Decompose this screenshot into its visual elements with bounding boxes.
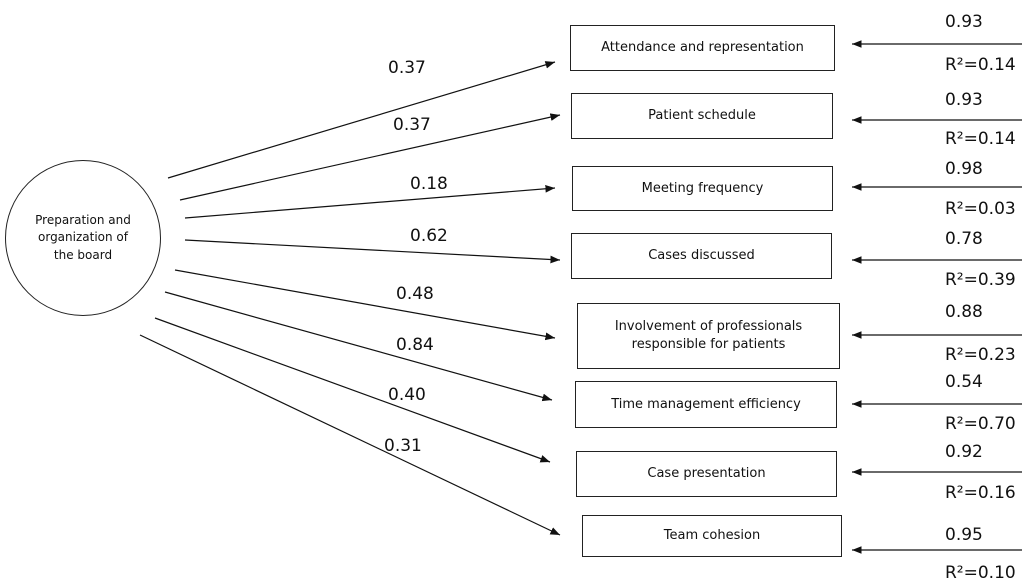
r2-label: R²=0.16	[945, 483, 1016, 503]
loading-arrow	[184, 239, 561, 264]
loading-label: 0.37	[388, 58, 426, 78]
indicator-box: Team cohesion	[582, 515, 842, 557]
error-label: 0.98	[945, 159, 983, 179]
error-label: 0.54	[945, 372, 983, 392]
r2-label: R²=0.70	[945, 414, 1016, 434]
loading-label: 0.40	[388, 385, 426, 405]
loading-label: 0.62	[410, 226, 448, 246]
loading-label: 0.37	[393, 115, 431, 135]
error-label: 0.95	[945, 525, 983, 545]
r2-label: R²=0.23	[945, 345, 1016, 365]
r2-label: R²=0.14	[945, 55, 1016, 75]
loading-arrow	[164, 291, 553, 402]
loading-arrow	[139, 334, 561, 536]
error-label: 0.93	[945, 90, 983, 110]
r2-label: R²=0.39	[945, 270, 1016, 290]
indicator-box: Cases discussed	[571, 233, 832, 279]
error-label: 0.93	[945, 12, 983, 32]
loading-arrow	[174, 269, 556, 341]
indicator-box: Meeting frequency	[572, 166, 833, 211]
loading-label: 0.31	[384, 436, 422, 456]
error-label: 0.88	[945, 302, 983, 322]
indicator-box: Involvement of professionals responsible…	[577, 303, 840, 369]
loading-label: 0.84	[396, 335, 434, 355]
error-label: 0.78	[945, 229, 983, 249]
indicator-box: Time management efficiency	[575, 381, 837, 428]
r2-label: R²=0.14	[945, 129, 1016, 149]
indicator-box: Attendance and representation	[570, 25, 835, 71]
loading-arrow	[184, 184, 556, 219]
r2-label: R²=0.03	[945, 199, 1016, 219]
loading-label: 0.18	[410, 174, 448, 194]
loading-arrow	[154, 317, 551, 463]
r2-label: R²=0.10	[945, 563, 1016, 583]
loading-label: 0.48	[396, 284, 434, 304]
indicator-box: Patient schedule	[571, 93, 833, 139]
error-label: 0.92	[945, 442, 983, 462]
loading-arrow	[179, 113, 561, 201]
indicator-box: Case presentation	[576, 451, 837, 497]
latent-factor: Preparation and organization of the boar…	[5, 160, 161, 316]
loading-arrow	[167, 61, 556, 179]
